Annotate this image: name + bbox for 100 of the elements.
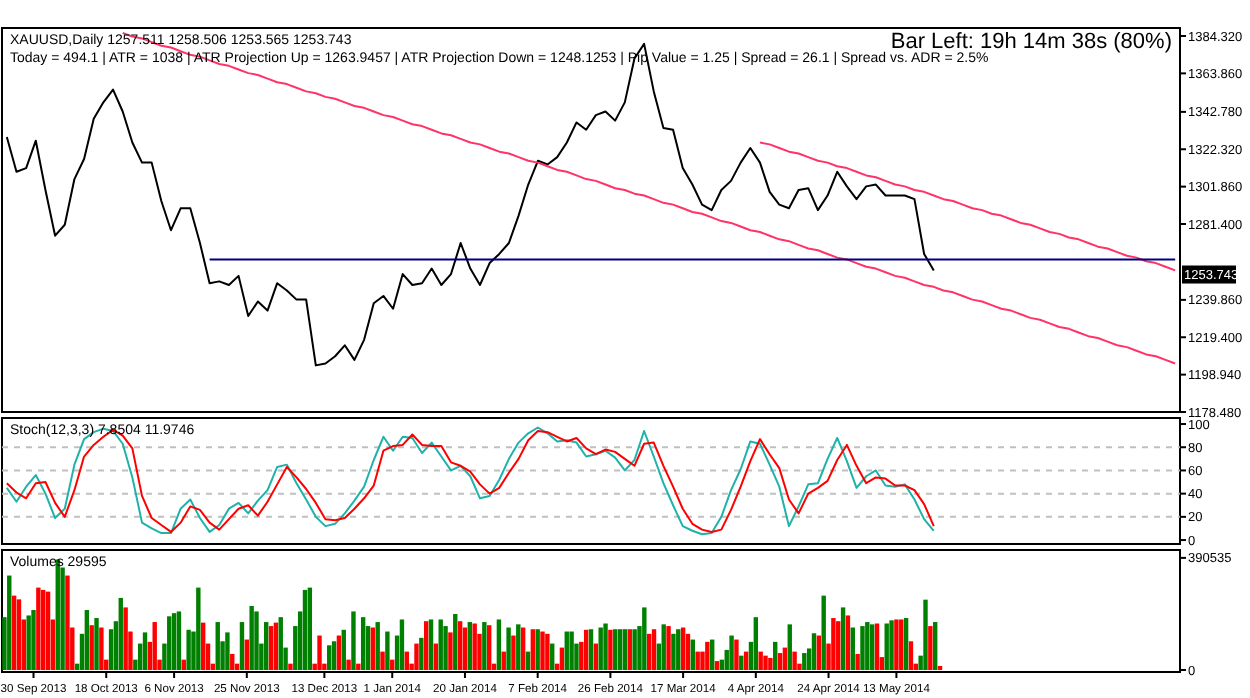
bar: [603, 623, 608, 670]
bar: [142, 632, 148, 670]
bar: [438, 619, 443, 670]
bar: [540, 631, 545, 670]
bar: [777, 653, 783, 670]
bar: [768, 657, 773, 670]
bar: [317, 635, 322, 670]
bar: [268, 626, 274, 670]
bar: [94, 618, 99, 670]
bar: [651, 629, 657, 670]
bar: [642, 607, 647, 670]
bar: [278, 617, 283, 670]
bar: [167, 616, 172, 670]
bar: [399, 619, 405, 670]
bar: [7, 575, 12, 670]
bar: [685, 633, 691, 670]
bar: [249, 605, 254, 670]
bar: [889, 620, 894, 670]
bar: [520, 627, 526, 670]
bar: [196, 587, 201, 670]
bar: [588, 629, 594, 670]
bar: [307, 587, 313, 670]
bar: [108, 629, 114, 670]
bar: [273, 622, 279, 670]
bar: [239, 622, 245, 670]
bar: [171, 613, 177, 670]
bar: [414, 643, 419, 670]
bar: [152, 622, 157, 670]
bar: [545, 633, 550, 670]
bar: [482, 622, 487, 670]
bar: [225, 632, 230, 670]
bar: [360, 617, 366, 670]
bar: [99, 627, 104, 670]
bar: [811, 633, 817, 670]
bar: [666, 626, 671, 670]
bar: [244, 639, 250, 670]
bar: [370, 627, 376, 670]
bar: [453, 614, 458, 670]
bar: [380, 651, 385, 670]
bar: [802, 653, 807, 670]
bar: [31, 610, 36, 670]
bar: [84, 610, 90, 670]
bar: [903, 618, 909, 670]
bar: [11, 595, 17, 670]
bar: [690, 639, 695, 670]
bar: [695, 651, 700, 670]
bar: [855, 653, 860, 670]
bar: [89, 625, 94, 670]
bar: [865, 622, 870, 670]
bar: [869, 624, 875, 670]
annotation: Bar Left: 19h 14m 38s (80%): [890, 30, 1172, 54]
bar: [593, 643, 599, 670]
bar: [583, 629, 589, 670]
bar: [627, 629, 632, 670]
bar: [419, 637, 424, 670]
bar: [792, 651, 797, 670]
bar: [840, 607, 846, 670]
bar: [923, 599, 928, 670]
bar: [472, 623, 477, 670]
bar: [385, 631, 390, 670]
bar: [443, 626, 448, 670]
bar: [705, 641, 710, 670]
bar: [714, 661, 720, 670]
bar: [428, 619, 434, 670]
bar: [613, 629, 618, 670]
bar: [331, 641, 337, 670]
bar: [356, 663, 361, 670]
bar: [617, 629, 623, 670]
bar: [680, 627, 686, 670]
bar: [530, 629, 536, 670]
bar: [821, 595, 826, 670]
bar: [36, 587, 41, 670]
bar: [836, 621, 841, 670]
bar: [200, 622, 206, 670]
bar: [773, 641, 778, 670]
bar: [569, 631, 574, 670]
bar: [176, 611, 182, 670]
bar: [123, 607, 128, 670]
bar: [787, 624, 792, 670]
bar: [894, 619, 899, 670]
bar: [874, 623, 880, 670]
bar: [496, 619, 502, 670]
bar: [118, 597, 123, 670]
bar: [264, 622, 269, 670]
bar: [598, 627, 603, 670]
bar: [327, 645, 332, 670]
bar: [254, 611, 259, 670]
bar: [899, 619, 904, 670]
bar: [302, 589, 308, 670]
bar: [433, 643, 439, 670]
bar: [729, 635, 734, 670]
bar: [709, 639, 715, 670]
bar: [646, 633, 652, 670]
bar: [423, 621, 429, 670]
bar: [908, 641, 914, 670]
bar: [676, 629, 681, 670]
bar: [288, 663, 293, 670]
bar: [230, 653, 235, 670]
bar: [860, 626, 865, 670]
bar: [215, 622, 220, 670]
